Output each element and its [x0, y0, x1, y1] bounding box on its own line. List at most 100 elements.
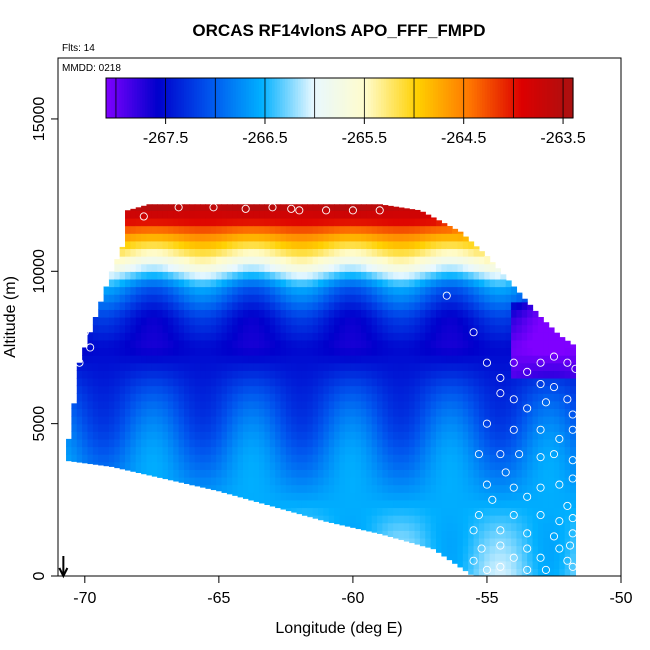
- heatmap-cell: [548, 347, 555, 356]
- heatmap-cell: [242, 339, 249, 349]
- heatmap-cell: [489, 446, 496, 455]
- heatmap-cell: [253, 446, 260, 455]
- heatmap-cell: [285, 461, 292, 470]
- observation-point: [94, 291, 103, 300]
- heatmap-cell: [532, 438, 539, 448]
- heatmap-cell: [398, 537, 405, 541]
- heatmap-cell: [226, 217, 233, 227]
- heatmap-cell: [430, 507, 437, 516]
- observation-point: [555, 434, 564, 443]
- heatmap-cell: [301, 377, 308, 387]
- heatmap-cell: [259, 492, 266, 501]
- heatmap-cell: [360, 377, 367, 387]
- heatmap-cell: [242, 233, 249, 242]
- heatmap-cell: [360, 507, 367, 516]
- heatmap-cell: [521, 400, 528, 410]
- heatmap-cell: [264, 362, 271, 371]
- heatmap-cell: [537, 537, 544, 547]
- heatmap-cell: [307, 499, 314, 509]
- heatmap-cell: [328, 301, 335, 310]
- heatmap-cell: [151, 240, 158, 250]
- heatmap-cell: [462, 317, 469, 326]
- heatmap-cell: [339, 217, 346, 227]
- heatmap-cell: [301, 385, 308, 394]
- heatmap-cell: [253, 347, 260, 356]
- heatmap-cell: [537, 400, 544, 410]
- heatmap-cell: [200, 484, 207, 488]
- heatmap-cell: [553, 537, 560, 547]
- heatmap-cell: [570, 507, 577, 516]
- heatmap-cell: [318, 204, 325, 211]
- colorbar-segment: [534, 78, 538, 118]
- heatmap-cell: [173, 286, 180, 295]
- heatmap-cell: [360, 438, 367, 448]
- heatmap-cell: [248, 210, 255, 219]
- heatmap-cell: [291, 301, 298, 310]
- heatmap-cell: [210, 423, 217, 432]
- heatmap-cell: [323, 240, 330, 250]
- heatmap-cell: [344, 499, 351, 509]
- heatmap-cell: [205, 339, 212, 349]
- colorbar-segment: [321, 78, 325, 118]
- heatmap-cell: [382, 484, 389, 493]
- heatmap-cell: [564, 431, 571, 440]
- heatmap-cell: [532, 385, 539, 394]
- heatmap-cell: [537, 377, 544, 387]
- heatmap-cell: [393, 499, 400, 509]
- heatmap-cell: [516, 507, 523, 516]
- heatmap-cell: [521, 522, 528, 531]
- colorbar-segment: [521, 78, 525, 118]
- heatmap-cell: [446, 476, 453, 486]
- heatmap-cell: [125, 317, 131, 326]
- heatmap-cell: [200, 469, 207, 478]
- heatmap-cell: [301, 204, 308, 211]
- colorbar-segment: [183, 78, 188, 118]
- heatmap-cell: [194, 355, 201, 364]
- heatmap-cell: [130, 393, 137, 402]
- heatmap-cell: [108, 370, 115, 379]
- heatmap-cell: [269, 385, 276, 394]
- heatmap-cell: [162, 332, 169, 341]
- heatmap-cell: [114, 259, 121, 265]
- heatmap-cell: [200, 301, 207, 310]
- heatmap-cell: [141, 355, 148, 364]
- heatmap-cell: [478, 423, 485, 432]
- heatmap-cell: [269, 324, 276, 333]
- heatmap-cell: [559, 347, 566, 356]
- heatmap-cell: [532, 553, 539, 562]
- heatmap-cell: [398, 301, 405, 310]
- heatmap-cell: [478, 400, 485, 410]
- heatmap-cell: [468, 530, 475, 539]
- heatmap-cell: [559, 522, 566, 531]
- heatmap-cell: [92, 431, 99, 440]
- heatmap-cell: [210, 339, 217, 349]
- heatmap-cell: [457, 530, 464, 539]
- heatmap-cell: [393, 408, 400, 417]
- heatmap-cell: [269, 263, 276, 272]
- heatmap-cell: [457, 286, 464, 295]
- heatmap-cell: [393, 385, 400, 394]
- heatmap-cell: [151, 317, 158, 326]
- heatmap-cell: [511, 416, 518, 425]
- heatmap-cell: [92, 362, 99, 371]
- heatmap-cell: [151, 461, 158, 470]
- heatmap-cell: [339, 301, 346, 310]
- heatmap-cell: [167, 286, 174, 295]
- heatmap-cell: [425, 263, 432, 272]
- heatmap-cell: [301, 233, 308, 242]
- heatmap-cell: [157, 469, 164, 478]
- heatmap-cell: [403, 278, 410, 288]
- heatmap-cell: [360, 461, 367, 470]
- colorbar-segment: [326, 78, 330, 118]
- heatmap-cell: [489, 347, 496, 356]
- heatmap-cell: [414, 377, 421, 387]
- heatmap-cell: [312, 400, 319, 410]
- heatmap-cell: [500, 274, 507, 280]
- heatmap-cell: [221, 210, 228, 219]
- heatmap-cell: [425, 431, 432, 440]
- heatmap-cell: [184, 446, 190, 455]
- heatmap-cell: [419, 263, 426, 272]
- heatmap-cell: [312, 515, 319, 519]
- heatmap-cell: [403, 537, 410, 542]
- heatmap-cell: [167, 393, 174, 402]
